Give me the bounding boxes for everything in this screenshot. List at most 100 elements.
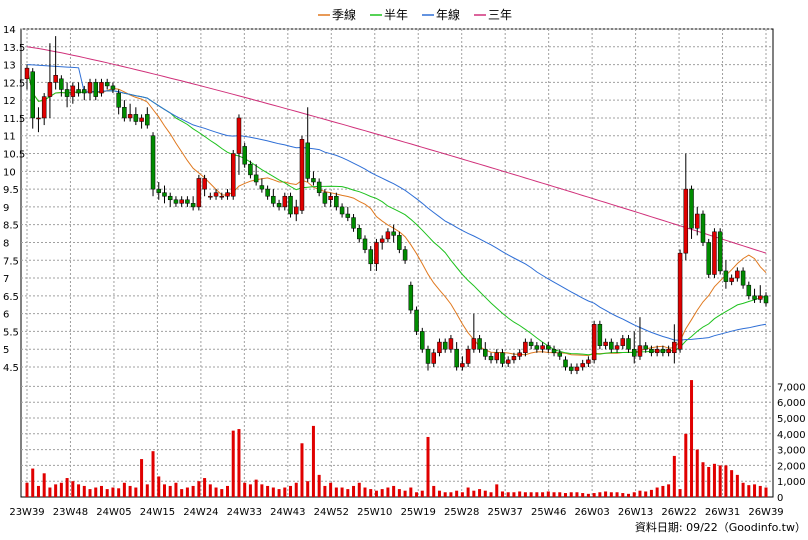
candle-body [442, 341, 448, 350]
price-tick-label: 11.5 [3, 114, 25, 125]
volume-bar [140, 459, 144, 497]
candle-body [666, 348, 671, 354]
x-tick-label: 24W52 [314, 507, 349, 518]
volume-bar [151, 451, 155, 497]
volume-bar [529, 492, 533, 497]
volume-bar [672, 455, 676, 497]
candlestick-series [24, 36, 769, 375]
volume-bar [208, 484, 212, 497]
x-tick-label: 25W19 [401, 507, 436, 518]
price-tick-label: 12.5 [3, 78, 25, 89]
candle-body [339, 206, 345, 215]
candle-body [282, 195, 288, 208]
volume-bar [237, 429, 241, 497]
volume-bar [472, 490, 476, 497]
volume-bar [598, 492, 602, 497]
candle-body [70, 85, 76, 97]
ma-line-1 [26, 67, 767, 357]
volume-bar [609, 492, 613, 497]
volume-bar [638, 490, 642, 497]
legend-label-2: 半年 [384, 8, 408, 22]
candle-body [603, 341, 608, 346]
candle-body [345, 213, 351, 218]
price-axis: 14 13.5 13 12.5 12 11.5 11 10.5 10 9.5 9 8.5 8 7.5 7 6.… [3, 25, 25, 374]
volume-bar [432, 485, 436, 497]
candle-body [517, 352, 522, 357]
candle-body [677, 252, 683, 350]
candle-body [637, 345, 643, 357]
candle-body [87, 82, 93, 94]
volume-series [25, 380, 768, 497]
volume-bar [374, 490, 378, 497]
candle-body [551, 348, 557, 354]
candle-body [597, 324, 603, 346]
x-tick-label: 26W39 [748, 507, 783, 518]
x-tick-label: 24W43 [270, 507, 305, 518]
legend-label-3: 年線 [436, 7, 460, 22]
candle-body [580, 363, 585, 368]
candle-body [316, 181, 322, 193]
volume-bar [627, 493, 631, 497]
volume-bar [162, 484, 166, 497]
volume-bar [569, 492, 573, 497]
volume-bar [644, 491, 648, 497]
volume-bar [185, 487, 189, 497]
candle-body [82, 89, 87, 94]
volume-bar [317, 474, 321, 497]
candle-body [41, 96, 47, 119]
candle-body [64, 89, 70, 97]
candle-body [59, 78, 64, 90]
candle-body [219, 195, 225, 198]
volume-bar [701, 462, 705, 497]
x-tick-label: 24W24 [183, 507, 218, 518]
candle-body [24, 67, 30, 80]
candle-body [288, 195, 293, 215]
candle-body [626, 338, 631, 350]
volume-bar [546, 491, 550, 497]
volume-bar [283, 487, 287, 497]
volume-bar [277, 489, 281, 497]
volume-tick-label: 0 [777, 493, 783, 504]
volume-bar [25, 482, 29, 497]
volume-bar [363, 487, 367, 497]
candle-body [122, 107, 127, 119]
candle-body [740, 270, 746, 286]
volume-bar [65, 478, 69, 497]
volume-bar [54, 484, 58, 497]
candle-body [483, 348, 488, 357]
volume-bar [506, 492, 510, 497]
candle-body [723, 270, 729, 282]
volume-bar [168, 485, 172, 497]
volume-bar [586, 493, 590, 497]
x-tick-label: 25W10 [357, 507, 392, 518]
volume-bar [311, 425, 315, 497]
volume-bar [197, 481, 201, 497]
x-tick-label: 25W46 [531, 507, 566, 518]
volume-bar [271, 487, 275, 497]
volume-bar [260, 484, 264, 497]
volume-bar [684, 433, 688, 497]
volume-bar [105, 489, 109, 497]
candle-body [397, 235, 402, 250]
candle-body [408, 284, 414, 311]
volume-bar [758, 485, 762, 497]
candle-body [156, 188, 162, 193]
candle-body [500, 352, 505, 364]
candle-body [540, 345, 545, 350]
volume-bar [71, 481, 75, 497]
candle-body [563, 359, 568, 368]
x-tick-label: 23W39 [9, 507, 44, 518]
volume-bar [111, 487, 115, 497]
volume-bar [747, 485, 751, 497]
volume-bar [117, 488, 121, 497]
candle-body [225, 192, 230, 197]
candle-body [127, 114, 133, 119]
plot-area [20, 28, 774, 498]
volume-bar [145, 484, 149, 497]
candle-body [758, 295, 763, 300]
candle-body [190, 203, 196, 208]
candle-body [242, 146, 247, 165]
candle-body [374, 242, 379, 265]
price-tick-label: 8.5 [3, 221, 19, 232]
candle-body [167, 195, 173, 201]
